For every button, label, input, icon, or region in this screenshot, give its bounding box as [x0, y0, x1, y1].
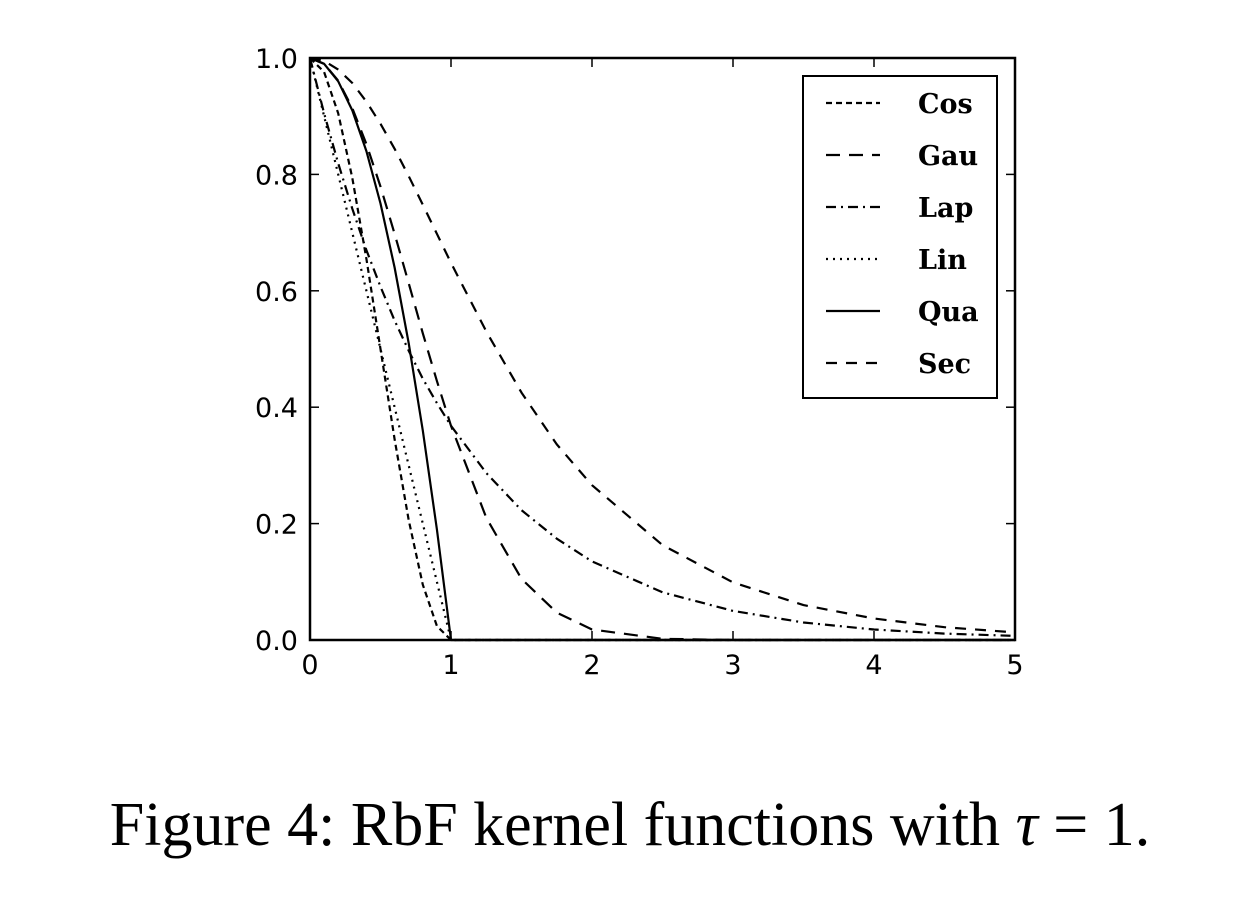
legend-label-cos: Cos [918, 89, 973, 120]
kernel-chart: 0 1 2 3 4 5 0.0 0.2 0.4 0.6 0.8 1.0 Cos Gau Lap Lin Qua… [255, 44, 1024, 681]
legend-label-sec: Sec [918, 349, 971, 380]
x-tick-label: 1 [442, 650, 459, 681]
legend: Cos Gau Lap Lin Qua Sec [802, 75, 998, 399]
y-tick-label: 1.0 [255, 44, 298, 75]
caption-suffix: = 1. [1037, 791, 1151, 859]
caption-prefix: Figure 4: RbF kernel functions with [109, 791, 1016, 859]
legend-frame [802, 75, 998, 399]
caption-tau-symbol: τ [1015, 791, 1038, 859]
series-line-sec [309, 56, 1016, 634]
legend-label-gau: Gau [918, 141, 978, 172]
x-tick-label: 0 [301, 650, 318, 681]
x-tick-label: 4 [865, 650, 882, 681]
ticks-layer: 0 1 2 3 4 5 0.0 0.2 0.4 0.6 0.8 1.0 [255, 44, 1024, 681]
x-tick-label: 3 [724, 650, 741, 681]
figure-caption: Figure 4: RbF kernel functions with τ = … [0, 790, 1260, 861]
y-tick-label: 0.6 [255, 277, 298, 308]
legend-label-qua: Qua [918, 297, 979, 328]
y-tick-label: 0.8 [255, 160, 298, 191]
x-tick-label: 5 [1006, 650, 1023, 681]
y-tick-label: 0.4 [255, 393, 298, 424]
x-tick-label: 2 [583, 650, 600, 681]
y-tick-label: 0.0 [255, 626, 298, 657]
legend-label-lap: Lap [918, 193, 973, 224]
series-line-gau [309, 56, 1015, 642]
y-tick-label: 0.2 [255, 510, 298, 541]
legend-label-lin: Lin [918, 245, 967, 276]
plot-frame [308, 56, 1017, 642]
